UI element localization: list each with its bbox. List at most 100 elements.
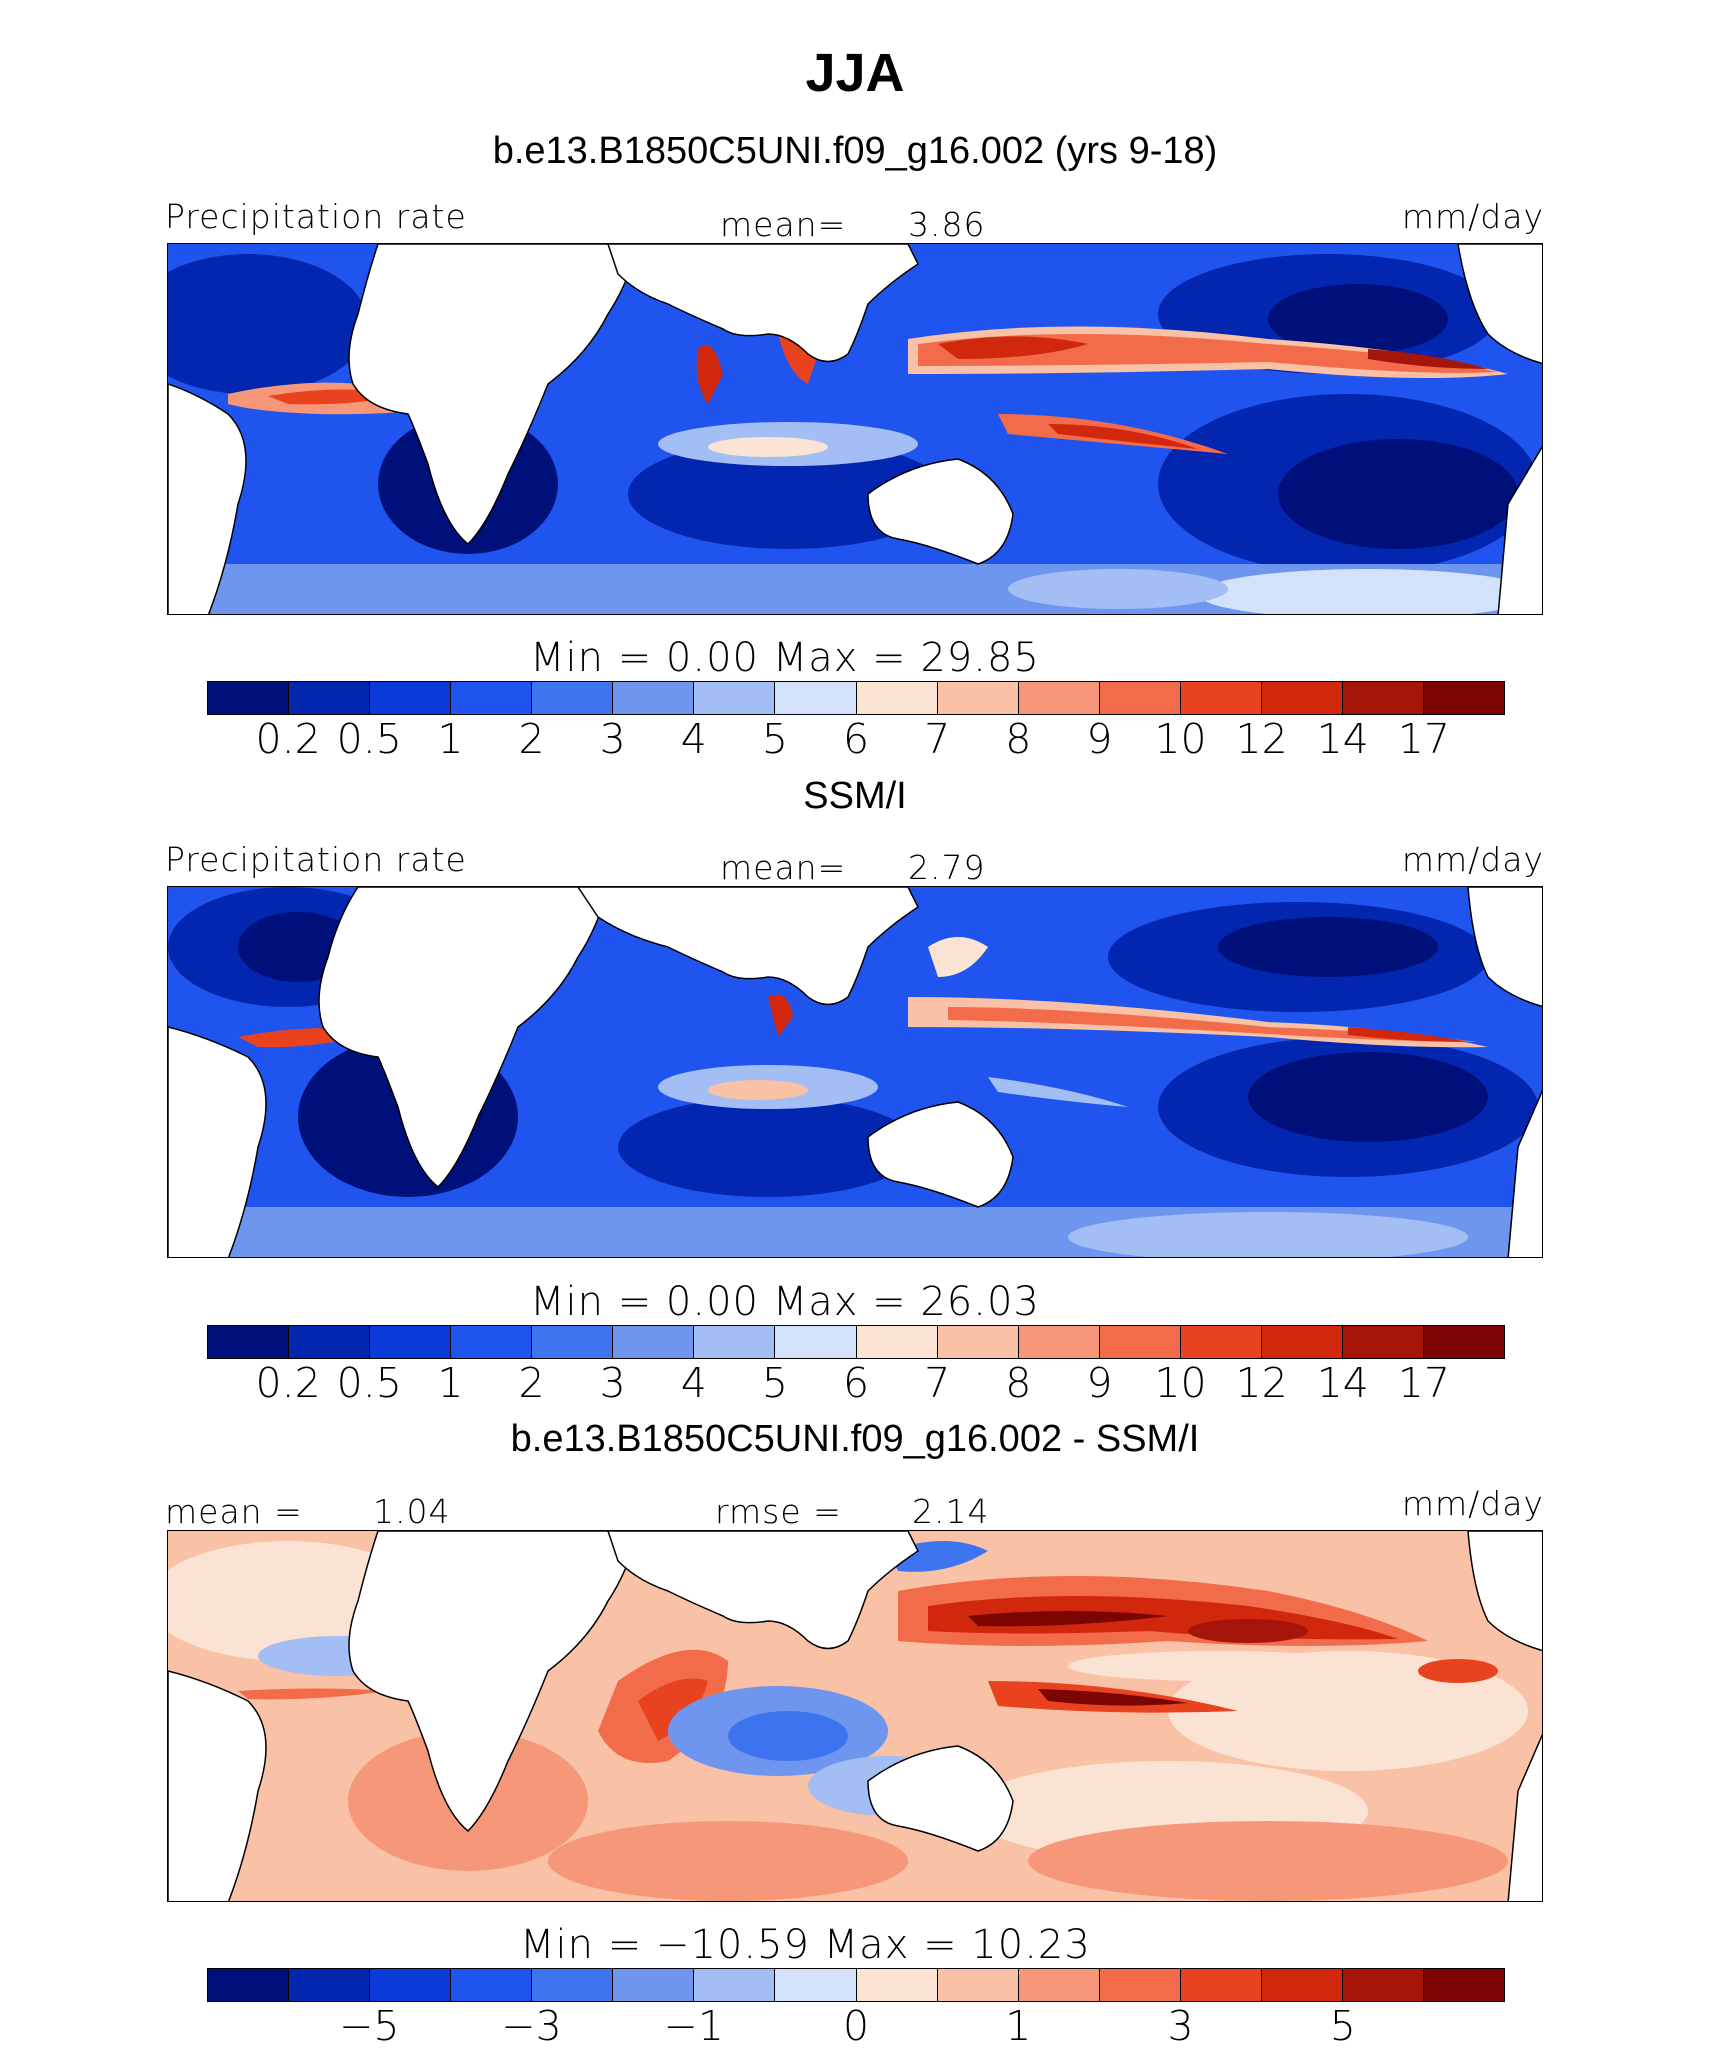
panel1-mean-value: 3.86: [908, 205, 986, 244]
panel1-model-precip-map: [167, 243, 1543, 615]
colorbar-tick-label: 1: [437, 1359, 464, 1407]
colorbar-swatch: [1099, 1326, 1181, 1358]
panel3-minmax: Min = −10.59 Max = 10.23: [520, 1922, 1091, 1968]
colorbar-swatch: [289, 1969, 371, 2001]
colorbar-tick-label: 7: [924, 1359, 951, 1407]
panel1-mean-label: mean=: [720, 205, 847, 244]
colorbar-tick-label: 9: [1086, 715, 1113, 763]
colorbar-tick-label: 5: [1329, 2002, 1356, 2050]
panel3-rmse-label: rmse =: [715, 1492, 842, 1531]
colorbar-tick-label: 10: [1154, 1359, 1207, 1407]
colorbar-swatch: [1180, 682, 1262, 714]
colorbar-swatch: [1180, 1326, 1262, 1358]
colorbar-tick-label: 12: [1235, 1359, 1288, 1407]
colorbar-tick-label: 6: [842, 1359, 870, 1407]
colorbar-swatch: [613, 682, 695, 714]
colorbar-swatch: [1342, 682, 1424, 714]
panel3-map-svg: [168, 1531, 1542, 1901]
colorbar-tick-label: 1: [1005, 2002, 1032, 2050]
colorbar-tick-label: −3: [501, 2002, 562, 2050]
panel2-colorbar: [207, 1325, 1505, 1359]
colorbar-tick-label: 5: [761, 1359, 788, 1407]
panel3-units-label: mm/day: [1401, 1484, 1544, 1523]
colorbar-tick-label: −5: [339, 2002, 400, 2050]
panel2-ssmi-precip-map: [167, 886, 1543, 1258]
panel2-mean-value: 2.79: [908, 848, 986, 887]
colorbar-swatch: [856, 682, 938, 714]
colorbar-tick-label: 0.5: [336, 715, 402, 763]
colorbar-swatch: [532, 1969, 614, 2001]
colorbar-tick-label: 17: [1397, 715, 1450, 763]
colorbar-swatch: [856, 1326, 938, 1358]
colorbar-swatch: [208, 1969, 290, 2001]
panel1-minmax: Min = 0.00 Max = 29.85: [530, 635, 1040, 681]
colorbar-swatch: [937, 1326, 1019, 1358]
colorbar-swatch: [1342, 1326, 1424, 1358]
colorbar-tick-label: 5: [761, 715, 788, 763]
colorbar-swatch: [451, 1326, 533, 1358]
panel1-heading: b.e13.B1850C5UNI.f09_g16.002 (yrs 9-18): [492, 130, 1218, 172]
colorbar-swatch: [1099, 1969, 1181, 2001]
colorbar-swatch: [208, 1326, 290, 1358]
colorbar-tick-label: 0.2: [255, 1359, 321, 1407]
colorbar-swatch: [532, 1326, 614, 1358]
panel2-units-label: mm/day: [1401, 840, 1544, 879]
colorbar-swatch: [937, 682, 1019, 714]
colorbar-tick-label: 0.5: [336, 1359, 402, 1407]
colorbar-tick-label: 8: [1005, 1359, 1032, 1407]
colorbar-swatch: [451, 1969, 533, 2001]
colorbar-swatch: [1423, 682, 1504, 714]
colorbar-swatch: [775, 1969, 857, 2001]
colorbar-swatch: [289, 1326, 371, 1358]
panel3-heading: b.e13.B1850C5UNI.f09_g16.002 - SSM/I: [510, 1418, 1200, 1460]
colorbar-tick-label: 3: [599, 1359, 626, 1407]
colorbar-swatch: [613, 1326, 695, 1358]
colorbar-swatch: [1180, 1969, 1262, 2001]
colorbar-tick-label: 14: [1316, 715, 1369, 763]
panel2-heading: SSM/I: [803, 775, 907, 817]
colorbar-swatch: [1018, 1326, 1100, 1358]
colorbar-swatch: [1018, 682, 1100, 714]
panel3-mean-value: 1.04: [373, 1492, 451, 1531]
colorbar-swatch: [694, 1326, 776, 1358]
colorbar-tick-label: 3: [599, 715, 626, 763]
colorbar-tick-label: −1: [663, 2002, 724, 2050]
colorbar-tick-label: 3: [1167, 2002, 1194, 2050]
colorbar-swatch: [1261, 1326, 1343, 1358]
panel1-map-svg: [168, 244, 1542, 614]
panel3-colorbar: [207, 1968, 1505, 2002]
colorbar-swatch: [937, 1969, 1019, 2001]
panel2-map-svg: [168, 887, 1542, 1257]
colorbar-tick-label: 10: [1154, 715, 1207, 763]
panel2-minmax: Min = 0.00 Max = 26.03: [530, 1279, 1040, 1325]
colorbar-tick-label: 12: [1235, 715, 1288, 763]
panel3-mean-label: mean =: [165, 1492, 303, 1531]
colorbar-swatch: [451, 682, 533, 714]
colorbar-swatch: [856, 1969, 938, 2001]
colorbar-swatch: [1261, 682, 1343, 714]
figure-title: JJA: [805, 43, 905, 103]
colorbar-tick-label: 2: [518, 715, 545, 763]
panel2-mean-label: mean=: [720, 848, 847, 887]
colorbar-tick-label: 17: [1397, 1359, 1450, 1407]
colorbar-swatch: [370, 1326, 452, 1358]
colorbar-swatch: [1099, 682, 1181, 714]
colorbar-swatch: [1423, 1326, 1504, 1358]
colorbar-swatch: [694, 682, 776, 714]
panel1-colorbar: [207, 681, 1505, 715]
panel3-rmse-value: 2.14: [912, 1492, 990, 1531]
colorbar-swatch: [532, 682, 614, 714]
colorbar-swatch: [1018, 1969, 1100, 2001]
colorbar-swatch: [1342, 1969, 1424, 2001]
panel1-units-label: mm/day: [1401, 197, 1544, 236]
colorbar-tick-label: 0: [842, 2002, 870, 2050]
panel3-difference-map: [167, 1530, 1543, 1902]
colorbar-tick-label: 0.2: [255, 715, 321, 763]
colorbar-swatch: [208, 682, 290, 714]
panel1-variable-label: Precipitation rate: [165, 197, 467, 236]
colorbar-tick-label: 7: [924, 715, 951, 763]
colorbar-tick-label: 9: [1086, 1359, 1113, 1407]
colorbar-swatch: [775, 1326, 857, 1358]
colorbar-tick-label: 4: [680, 1359, 707, 1407]
colorbar-swatch: [1261, 1969, 1343, 2001]
